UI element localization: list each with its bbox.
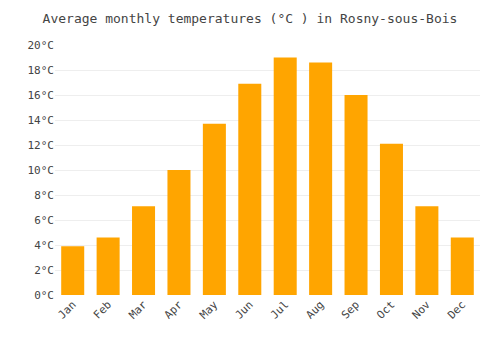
svg-text:18°C: 18°C bbox=[28, 64, 55, 77]
svg-text:Apr: Apr bbox=[162, 298, 186, 322]
svg-text:2°C: 2°C bbox=[34, 264, 54, 277]
svg-text:4°C: 4°C bbox=[34, 239, 54, 252]
svg-text:14°C: 14°C bbox=[28, 114, 55, 127]
svg-text:0°C: 0°C bbox=[34, 289, 54, 302]
svg-text:Feb: Feb bbox=[91, 298, 114, 321]
svg-text:Oct: Oct bbox=[374, 298, 397, 321]
svg-text:Jun: Jun bbox=[233, 298, 256, 321]
svg-text:Jul: Jul bbox=[268, 298, 291, 321]
svg-text:Average monthly temperatures (: Average monthly temperatures (°C ) in Ro… bbox=[43, 11, 458, 26]
svg-text:16°C: 16°C bbox=[28, 89, 55, 102]
svg-text:8°C: 8°C bbox=[34, 189, 54, 202]
svg-text:Mar: Mar bbox=[126, 298, 150, 322]
svg-text:20°C: 20°C bbox=[28, 39, 55, 52]
svg-text:Aug: Aug bbox=[303, 298, 326, 321]
svg-text:10°C: 10°C bbox=[28, 164, 55, 177]
svg-text:Sep: Sep bbox=[339, 298, 362, 321]
svg-text:May: May bbox=[197, 298, 221, 322]
svg-text:6°C: 6°C bbox=[34, 214, 54, 227]
svg-text:12°C: 12°C bbox=[28, 139, 55, 152]
svg-text:Nov: Nov bbox=[410, 298, 434, 322]
svg-text:Jan: Jan bbox=[55, 298, 78, 321]
svg-text:Dec: Dec bbox=[445, 298, 468, 321]
